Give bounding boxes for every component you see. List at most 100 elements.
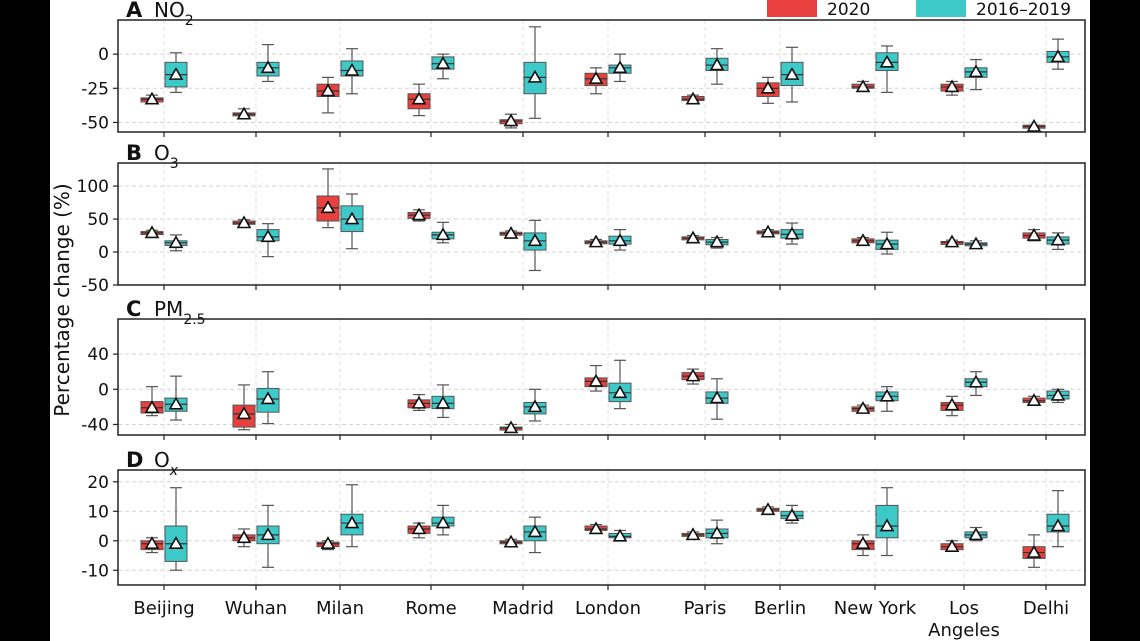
mean-marker — [168, 536, 184, 550]
mean-marker — [709, 525, 725, 539]
mean-marker — [144, 225, 160, 239]
panel-frame — [117, 162, 1086, 286]
y-tick-label: -25 — [81, 79, 109, 99]
y-tick-label: 100 — [77, 177, 109, 197]
x-tick-label: Wuhan — [225, 598, 287, 619]
mean-marker — [144, 536, 160, 550]
y-tick-label: -10 — [81, 561, 109, 581]
mean-marker — [944, 397, 960, 411]
mean-marker — [503, 420, 519, 434]
mean-marker — [435, 515, 451, 529]
mean-marker — [685, 91, 701, 105]
x-tick-label: Madrid — [492, 598, 554, 619]
mean-marker — [236, 215, 252, 229]
mean-marker — [1026, 227, 1042, 241]
x-tick-label: Delhi — [1023, 598, 1069, 619]
mean-marker — [1026, 118, 1042, 132]
mean-marker — [855, 79, 871, 93]
mean-marker — [879, 518, 895, 532]
mean-marker — [855, 233, 871, 247]
panel-frame — [117, 318, 1086, 436]
mean-marker — [435, 56, 451, 70]
mean-marker — [320, 83, 336, 97]
y-tick-label: 0 — [98, 243, 109, 263]
mean-marker — [588, 234, 604, 248]
mean-marker — [435, 227, 451, 241]
mean-marker — [1050, 518, 1066, 532]
mean-marker — [168, 235, 184, 249]
x-tick-label: Berlin — [754, 598, 806, 619]
mean-marker — [944, 234, 960, 248]
mean-marker — [784, 226, 800, 240]
mean-marker — [588, 373, 604, 387]
y-tick-label: 50 — [87, 210, 109, 230]
legend-label: 2016–2019 — [976, 0, 1071, 20]
mean-marker — [685, 230, 701, 244]
mean-marker — [879, 388, 895, 402]
mean-marker — [944, 539, 960, 552]
mean-marker — [411, 91, 427, 105]
x-tick-label: Rome — [405, 598, 456, 619]
panel-label: D — [126, 448, 143, 472]
mean-marker — [1050, 49, 1066, 63]
mean-marker — [411, 207, 427, 221]
mean-marker — [260, 527, 276, 541]
mean-marker — [168, 396, 184, 410]
x-tick-label: New York — [834, 598, 917, 619]
mean-marker — [685, 527, 701, 541]
mean-marker — [527, 524, 543, 538]
mean-marker — [760, 80, 776, 94]
mean-marker — [236, 406, 252, 420]
mean-marker — [612, 233, 628, 247]
mean-marker — [260, 60, 276, 74]
mean-marker — [236, 106, 252, 120]
mean-marker — [236, 530, 252, 544]
mean-marker — [612, 528, 628, 542]
mean-marker — [968, 236, 984, 250]
x-tick-label: Paris — [684, 598, 727, 619]
y-tick-label: 20 — [87, 473, 109, 493]
mean-marker — [144, 91, 160, 105]
y-tick-label: 10 — [87, 502, 109, 522]
mean-marker — [1050, 232, 1066, 246]
mean-marker — [344, 211, 360, 225]
y-tick-label: -40 — [81, 415, 109, 435]
mean-marker — [320, 536, 336, 550]
mean-marker — [968, 374, 984, 388]
mean-marker — [1026, 544, 1042, 558]
mean-marker — [612, 60, 628, 74]
mean-marker — [760, 224, 776, 238]
panel-title: NO2 — [154, 0, 194, 29]
x-tick-label: Beijing — [133, 598, 194, 619]
mean-marker — [709, 57, 725, 71]
y-axis-label: Percentage change (%) — [50, 183, 74, 416]
mean-marker — [879, 236, 895, 250]
mean-marker — [855, 401, 871, 414]
mean-marker — [344, 515, 360, 529]
mean-marker — [968, 527, 984, 541]
y-tick-label: 0 — [98, 532, 109, 552]
panel-frame — [117, 19, 1086, 133]
mean-marker — [944, 79, 960, 93]
x-tick-label: London — [575, 598, 641, 619]
y-tick-label: -50 — [81, 113, 109, 133]
panel-frame — [117, 469, 1086, 586]
mean-marker — [344, 62, 360, 76]
panel-title: PM2.5 — [154, 297, 206, 328]
mean-marker — [503, 113, 519, 127]
mean-marker — [1026, 393, 1042, 407]
x-tick-label: Milan — [316, 598, 364, 619]
mean-marker — [527, 233, 543, 247]
mean-marker — [411, 521, 427, 535]
mean-marker — [144, 400, 160, 414]
panel-label: C — [126, 297, 141, 321]
mean-marker — [588, 521, 604, 535]
mean-marker — [709, 234, 725, 248]
mean-marker — [503, 534, 519, 548]
mean-marker — [1050, 387, 1066, 401]
mean-marker — [784, 67, 800, 80]
mean-marker — [784, 508, 800, 522]
mean-marker — [588, 71, 604, 85]
panel-title: Ox — [154, 448, 179, 479]
mean-marker — [435, 395, 451, 409]
